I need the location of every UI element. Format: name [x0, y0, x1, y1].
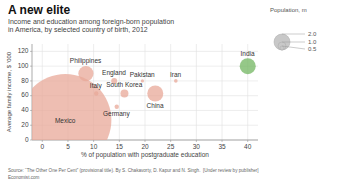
point-label: India [240, 50, 254, 57]
point-label: Philippines [70, 57, 102, 65]
y-tick-label: 80 [21, 77, 29, 84]
bubble [174, 79, 178, 83]
bubble [120, 89, 128, 97]
y-grid-line [32, 51, 258, 52]
x-grid-line [145, 44, 146, 140]
x-tick-label: 10 [90, 143, 98, 150]
bubble [94, 91, 98, 95]
subtitle: Income and education among foreign-born … [8, 18, 174, 34]
source-line: Economist.com [8, 175, 40, 180]
y-tick-label: 120 [18, 47, 29, 54]
x-tick-label: 0 [40, 143, 44, 150]
x-tick-label: 15 [116, 143, 124, 150]
size-legend: Population, m 2.0 1.00.5 [270, 7, 317, 52]
legend-label: 0.5 [308, 46, 317, 52]
x-tick-label: 35 [218, 143, 226, 150]
point-label: South Korea [106, 81, 143, 88]
y-tick-label: 0 [25, 136, 29, 143]
point-label: China [147, 102, 164, 109]
source-line: Source: “The Other One Per Cent” (provis… [8, 168, 259, 173]
bubbles [32, 58, 256, 140]
x-grid-line [196, 44, 197, 140]
x-grid-line [119, 44, 120, 140]
x-tick-label: 30 [193, 143, 201, 150]
bubble [115, 105, 119, 109]
x-grid-line [222, 44, 223, 140]
title: A new elite [8, 3, 71, 17]
point-label: Italy [90, 82, 103, 90]
bubble [240, 58, 256, 74]
subtitle-line: in America, by selected country of birth… [8, 26, 148, 34]
legend-leader [282, 42, 305, 43]
point-label: Iran [170, 71, 182, 78]
y-tick-label: 100 [18, 62, 29, 69]
legend-label: 2.0 [308, 31, 317, 37]
y-tick-label: 60 [21, 91, 29, 98]
point-labels: Mexico Philippines Italy England Pakistan Sou… [55, 50, 255, 123]
point-label: England [102, 69, 126, 77]
bubble [147, 85, 163, 101]
legend-leader [282, 34, 305, 35]
y-tick-label: 40 [21, 106, 29, 113]
source: Source: “The Other One Per Cent” (provis… [8, 168, 259, 180]
legend-title: Population, m [270, 7, 307, 13]
x-tick-label: 5 [66, 143, 70, 150]
chart: A new eliteIncome and education among fo… [0, 0, 351, 185]
x-tick-label: 25 [167, 143, 175, 150]
bubble [32, 74, 111, 140]
x-tick-label: 40 [244, 143, 252, 150]
y-axis-label: Average family income, $ ’000 [6, 51, 12, 132]
point-label: Mexico [55, 117, 76, 124]
legend-circle [280, 46, 284, 50]
subtitle-line: Income and education among foreign-born … [8, 18, 174, 26]
legend-label: 1.0 [308, 39, 317, 45]
x-tick-label: 20 [141, 143, 149, 150]
bubble [78, 66, 93, 81]
y-grid-line [32, 66, 258, 67]
x-grid-line [170, 44, 171, 140]
legend-leader [282, 46, 305, 49]
point-label: Pakistan [130, 71, 155, 78]
y-tick-label: 20 [21, 121, 29, 128]
point-label: Germany [103, 110, 130, 118]
x-axis-label: % of population with postgraduate educat… [81, 151, 209, 159]
